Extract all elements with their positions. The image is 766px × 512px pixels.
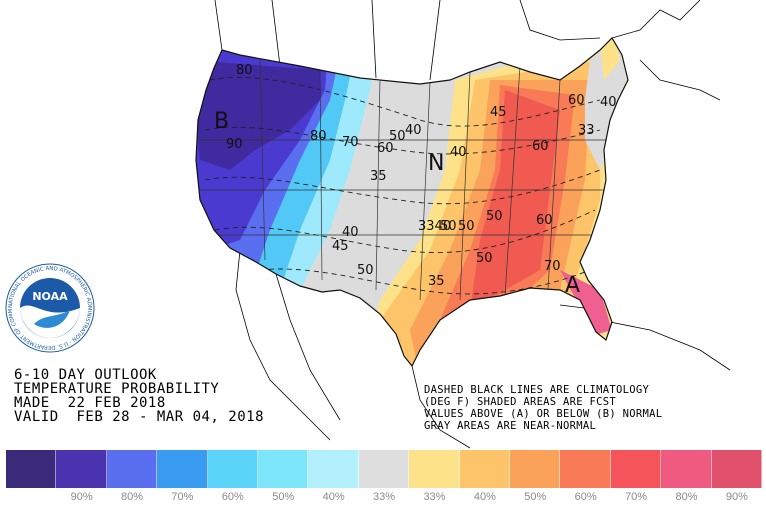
legend-swatch <box>258 450 309 488</box>
contour-label: 50 <box>440 219 457 234</box>
outlook-subtitle: TEMPERATURE PROBABILITY <box>14 381 220 397</box>
legend-label: 80% <box>121 491 144 503</box>
legend-label <box>6 489 56 505</box>
legend-swatch <box>358 450 410 488</box>
legend-swatch <box>459 450 511 488</box>
legend-swatch <box>610 450 662 488</box>
contour-label: 3340 <box>418 219 451 234</box>
contour-label: 40 <box>600 95 617 110</box>
legend-swatch <box>711 450 763 488</box>
contour-label: 35 <box>370 169 387 184</box>
outlook-title-block: 6-10 DAY OUTLOOK TEMPERATURE PROBABILITY… <box>14 368 264 424</box>
legend-labels: 90% 80% 70% 60% 50% 40% 33% 33% 40% 50% 60% 70% 80% 9… <box>6 489 762 505</box>
state-boundaries <box>200 59 610 301</box>
contour-label: 40 <box>342 225 359 240</box>
us-outline <box>195 37 629 368</box>
legend-swatch <box>661 450 712 488</box>
legend-label: 90% <box>70 491 93 503</box>
contour-label: 40 <box>405 123 422 138</box>
contour-label: 60 <box>532 139 549 154</box>
legend-label: 70% <box>625 491 648 503</box>
note-line: GRAY AREAS ARE NEAR-NORMAL <box>424 420 597 432</box>
legend-label: 50% <box>272 491 295 503</box>
legend-label: 70% <box>171 491 194 503</box>
near-normal-marker: N <box>428 151 444 176</box>
legend-label: 33% <box>373 491 396 503</box>
above-normal-marker: A <box>565 273 580 298</box>
climatology-lines <box>204 76 601 295</box>
contour-label: 45 <box>490 105 507 120</box>
legend-swatch <box>56 450 107 488</box>
note-line: (DEG F) SHADED AREAS ARE FCST <box>424 396 617 408</box>
temperature-outlook-map: B N A 80 90 80 70 60 50 40 35 40 45 50 3… <box>195 0 731 449</box>
note-line: VALUES ABOVE (A) OR BELOW (B) NORMAL <box>424 408 663 420</box>
legend-label: 80% <box>675 491 698 503</box>
contour-label: 60 <box>377 141 394 156</box>
noaa-logo: NATIONAL OCEANIC AND ATMOSPHERIC ADMINIS… <box>4 262 95 353</box>
legend-label: 40% <box>473 491 496 503</box>
legend-label: 33% <box>423 491 446 503</box>
outlook-title: 6-10 DAY OUTLOOK <box>14 367 157 383</box>
legend-swatch <box>308 450 359 488</box>
contour-label: 33 <box>578 123 595 138</box>
below-normal-marker: B <box>214 109 229 134</box>
legend-swatch <box>6 450 57 488</box>
contour-label: 40 <box>450 145 467 160</box>
map-notes: DASHED BLACK LINES ARE CLIMATOLOGY (DEG … <box>424 384 662 432</box>
contour-label: 50 <box>458 219 475 234</box>
geographic-borders <box>214 0 731 449</box>
contour-label: 50 <box>486 209 503 224</box>
contour-label: 35 <box>428 274 445 289</box>
made-date: MADE 22 FEB 2018 <box>14 395 166 411</box>
legend-label: 60% <box>574 491 597 503</box>
logo-text: NOAA <box>32 290 68 303</box>
legend-label: 60% <box>221 491 244 503</box>
contour-label: 60 <box>536 213 553 228</box>
legend-swatch <box>409 450 460 488</box>
note-line: DASHED BLACK LINES ARE CLIMATOLOGY <box>424 384 650 396</box>
legend-color-bar <box>6 450 763 488</box>
legend-label: 90% <box>725 491 748 503</box>
contour-label: 70 <box>342 135 359 150</box>
contour-label: 50 <box>357 263 374 278</box>
contour-label: 80 <box>310 129 327 144</box>
contour-label: 50 <box>389 129 406 144</box>
legend-swatch <box>207 450 259 488</box>
legend-label: 50% <box>524 491 547 503</box>
contour-labels: 80 90 80 70 60 50 40 35 40 45 50 3340 50… <box>226 63 617 289</box>
legend-swatch <box>106 450 158 488</box>
legend-swatch <box>510 450 561 488</box>
legend-swatch <box>560 450 611 488</box>
contour-label: 60 <box>568 93 585 108</box>
contour-label: 90 <box>226 137 243 152</box>
contour-label: 80 <box>236 63 253 78</box>
contour-label: 45 <box>332 239 349 254</box>
valid-range: VALID FEB 28 - MAR 04, 2018 <box>14 409 265 425</box>
contour-label: 50 <box>476 251 493 266</box>
legend-swatch <box>157 450 208 488</box>
legend-label: 40% <box>322 491 345 503</box>
contour-label: 70 <box>544 259 561 274</box>
